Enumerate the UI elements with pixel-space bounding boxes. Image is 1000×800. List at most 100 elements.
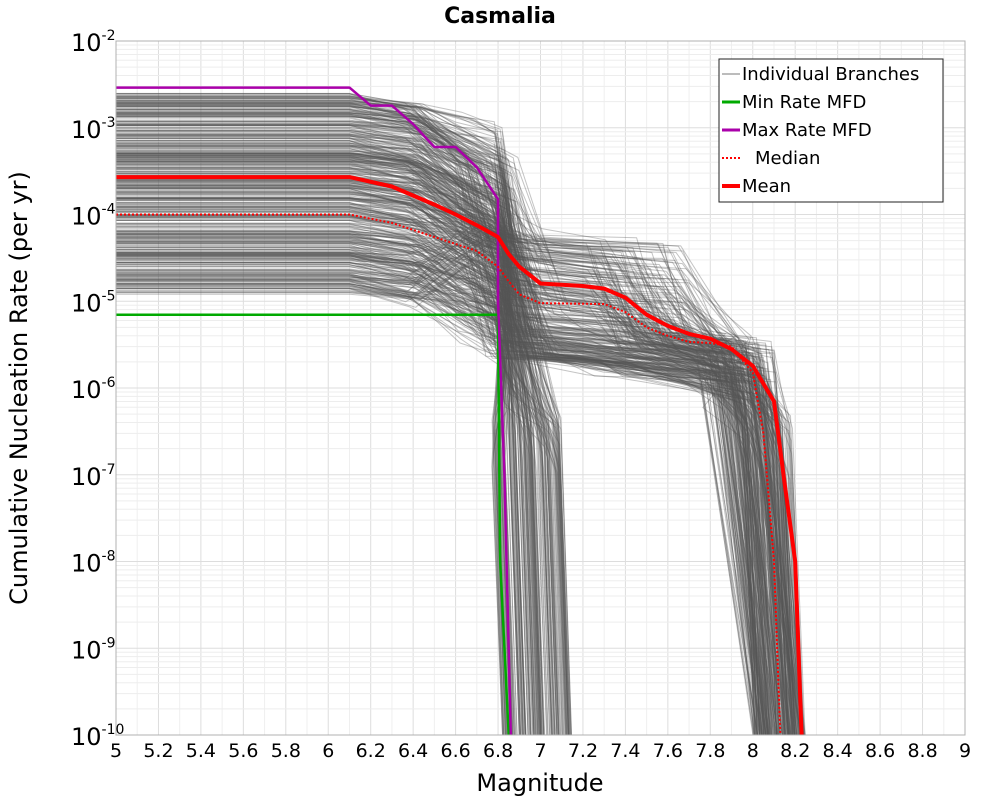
branch-line [116, 215, 761, 736]
branch-line [116, 274, 527, 736]
branch-line [116, 100, 539, 736]
branch-line [116, 186, 788, 736]
branch-line [116, 288, 776, 736]
branch-line [116, 235, 761, 736]
branch-line [116, 152, 770, 736]
branch-line [116, 271, 792, 736]
branch-line [116, 103, 763, 736]
x-tick-label: 7.6 [653, 740, 683, 762]
x-tick-label: 8 [747, 740, 759, 762]
branch-line [116, 167, 520, 736]
branch-line [116, 184, 785, 736]
branch-line [116, 251, 545, 736]
branch-line [116, 185, 570, 736]
branch-line [116, 225, 757, 736]
branch-line [116, 212, 755, 736]
branch-line [116, 97, 758, 736]
branch-line [116, 242, 790, 736]
branch-line [116, 233, 558, 736]
branch-line [116, 214, 794, 736]
branch-line [116, 197, 551, 736]
branch-line [116, 100, 778, 736]
branch-line [116, 231, 568, 736]
branch-line [116, 140, 758, 736]
branch-line [116, 214, 554, 736]
branch-line [116, 115, 542, 736]
branch-line [116, 231, 790, 736]
branch-line [116, 108, 773, 736]
branch-line [116, 135, 570, 736]
branch-line [116, 249, 800, 736]
branch-line [116, 172, 786, 736]
branch-line [116, 146, 512, 736]
branch-line [116, 193, 514, 736]
branch-line [116, 210, 567, 736]
branch-line [116, 109, 782, 736]
branch-line [116, 99, 778, 736]
branch-line [116, 271, 526, 736]
branch-line [116, 160, 786, 736]
branch-line [116, 215, 803, 736]
branch-line [116, 203, 785, 736]
branch-line [116, 120, 805, 736]
branch-line [116, 93, 782, 736]
branch-line [116, 209, 771, 736]
branch-line [116, 235, 758, 736]
branch-line [116, 121, 543, 736]
x-tick-label: 8.6 [865, 740, 895, 762]
branch-line [116, 130, 556, 736]
branch-line [116, 292, 555, 736]
branch-line [116, 159, 541, 736]
branch-line [116, 113, 540, 736]
branch-line [116, 164, 792, 736]
x-axis-ticks: 5 5.2 5.4 5.6 5.8 6 6.2 6.4 6.6 6.8 7 7.2 7.4 7.6 7.8 8… [110, 740, 971, 762]
branch-line [116, 157, 569, 736]
branch-line [116, 258, 553, 736]
branch-line [116, 152, 763, 736]
branch-line [116, 145, 567, 736]
branch-line [116, 145, 778, 736]
branch-line [116, 131, 524, 736]
branch-line [116, 155, 756, 736]
branch-line [116, 214, 796, 736]
branch-line [116, 278, 768, 736]
branch-line [116, 115, 758, 736]
branch-line [116, 163, 790, 736]
branch-line [116, 187, 777, 736]
branch-line [116, 157, 764, 736]
branch-line [116, 142, 801, 736]
branch-line [116, 150, 775, 736]
branch-line [116, 130, 794, 736]
branch-line [116, 253, 768, 736]
branch-line [116, 148, 781, 736]
branch-line [116, 161, 801, 736]
branch-line [116, 283, 515, 736]
branch-line [116, 246, 769, 736]
branch-line [116, 225, 761, 736]
branch-line [116, 215, 543, 736]
branch-line [116, 169, 766, 736]
branch-line [116, 234, 545, 736]
y-tick-label: 10-3 [71, 115, 116, 144]
branch-line [116, 217, 565, 736]
branch-line [116, 156, 558, 736]
branch-line [116, 206, 558, 736]
branch-line [116, 243, 541, 736]
branch-line [116, 116, 535, 736]
branch-line [116, 168, 789, 736]
branch-line [116, 199, 563, 736]
branch-line [116, 245, 792, 736]
branch-line [116, 154, 789, 736]
branch-line [116, 255, 784, 736]
branch-line [116, 269, 535, 736]
branch-line [116, 182, 774, 736]
branch-line [116, 251, 527, 736]
branch-line [116, 230, 539, 736]
branch-line [116, 205, 789, 736]
branch-line [116, 140, 527, 736]
branch-line [116, 188, 779, 736]
branch-line [116, 156, 802, 736]
branch-line [116, 197, 784, 736]
branch-line [116, 249, 775, 736]
branch-line [116, 187, 526, 736]
